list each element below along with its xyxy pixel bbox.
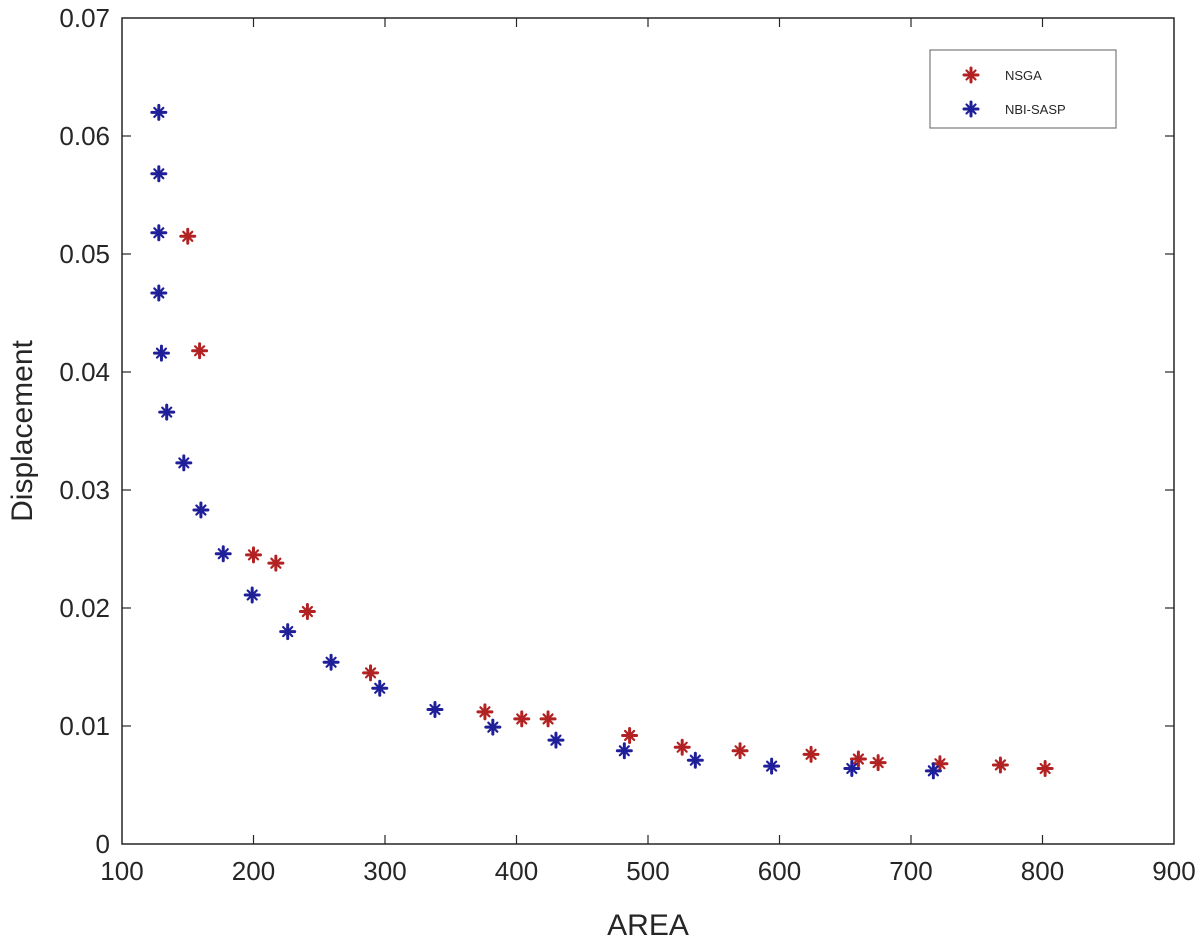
y-tick-label: 0.02: [59, 593, 110, 623]
data-point: [150, 103, 168, 121]
data-point: [686, 751, 704, 769]
data-point: [849, 750, 867, 768]
data-point: [150, 224, 168, 242]
x-tick-label: 400: [495, 856, 538, 886]
data-point: [245, 546, 262, 564]
data-point: [322, 653, 340, 671]
data-point: [673, 738, 691, 756]
data-point: [513, 710, 531, 728]
data-point: [371, 679, 389, 697]
data-point: [615, 742, 633, 760]
data-point: [243, 586, 261, 604]
data-point: [158, 403, 176, 421]
data-point: [931, 755, 949, 773]
data-point: [484, 718, 502, 736]
x-tick-label: 900: [1152, 856, 1195, 886]
y-axis-ticks: 0 0.01 0.02 0.03 0.04 0.05 0.06 0.07: [59, 3, 1174, 859]
legend-marker-symbol: [962, 66, 980, 84]
data-point: [150, 284, 168, 302]
data-point: [763, 757, 781, 775]
data-point: [267, 554, 285, 572]
y-tick-label: 0: [96, 829, 110, 859]
x-tick-label: 300: [363, 856, 406, 886]
y-tick-label: 0.06: [59, 121, 110, 151]
data-point: [547, 731, 565, 749]
data-point: [426, 700, 444, 718]
data-point: [298, 603, 316, 621]
y-tick-label: 0.04: [59, 357, 110, 387]
data-point: [731, 742, 749, 760]
data-point: [869, 754, 887, 772]
x-axis-label: AREA: [607, 909, 689, 942]
data-point: [843, 759, 861, 777]
x-tick-label: 700: [889, 856, 932, 886]
plot-area: [121, 17, 1175, 845]
data-point: [152, 344, 170, 362]
data-point: [924, 762, 942, 780]
y-tick-label: 0.03: [59, 475, 110, 505]
data-point: [279, 623, 297, 641]
data-markers: [150, 103, 1054, 780]
data-point: [539, 710, 557, 728]
y-tick-label: 0.05: [59, 239, 110, 269]
legend-label-nsga: NSGA: [1005, 68, 1042, 83]
x-tick-label: 500: [626, 856, 669, 886]
data-point: [191, 342, 209, 360]
legend: NSGA NBI-SASP: [929, 49, 1117, 129]
data-point: [192, 501, 210, 519]
data-point: [362, 664, 380, 682]
y-tick-label: 0.01: [59, 711, 110, 741]
x-tick-label: 100: [100, 856, 143, 886]
y-tick-label: 0.07: [59, 3, 110, 33]
legend-box: [929, 49, 1117, 129]
legend-marker-nbi-sasp: [962, 100, 980, 118]
data-point: [175, 454, 193, 472]
data-point: [214, 545, 232, 563]
data-point: [1036, 759, 1054, 777]
legend-label-nbi-sasp: NBI-SASP: [1005, 102, 1066, 117]
data-point: [802, 745, 820, 763]
data-point: [476, 703, 494, 721]
data-point: [991, 756, 1009, 774]
x-axis-ticks: 100 200 300 400 500 600 700 800 900: [100, 18, 1196, 886]
data-point: [150, 165, 168, 183]
x-tick-label: 200: [232, 856, 275, 886]
data-point: [179, 227, 197, 245]
legend-marker-nsga: [962, 66, 980, 84]
data-point: [621, 726, 639, 744]
x-tick-label: 800: [1021, 856, 1064, 886]
series-nsga: [179, 227, 1054, 777]
x-tick-label: 600: [758, 856, 801, 886]
y-axis-label: Displacement: [6, 339, 39, 521]
series-nbi-sasp: [150, 103, 942, 780]
legend-marker-symbol: [962, 100, 980, 118]
